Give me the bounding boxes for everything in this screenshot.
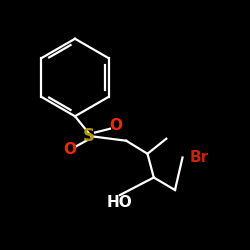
- Text: O: O: [64, 142, 76, 158]
- Text: Br: Br: [190, 150, 209, 165]
- Text: O: O: [110, 118, 123, 132]
- Text: HO: HO: [107, 195, 133, 210]
- Text: S: S: [83, 127, 95, 145]
